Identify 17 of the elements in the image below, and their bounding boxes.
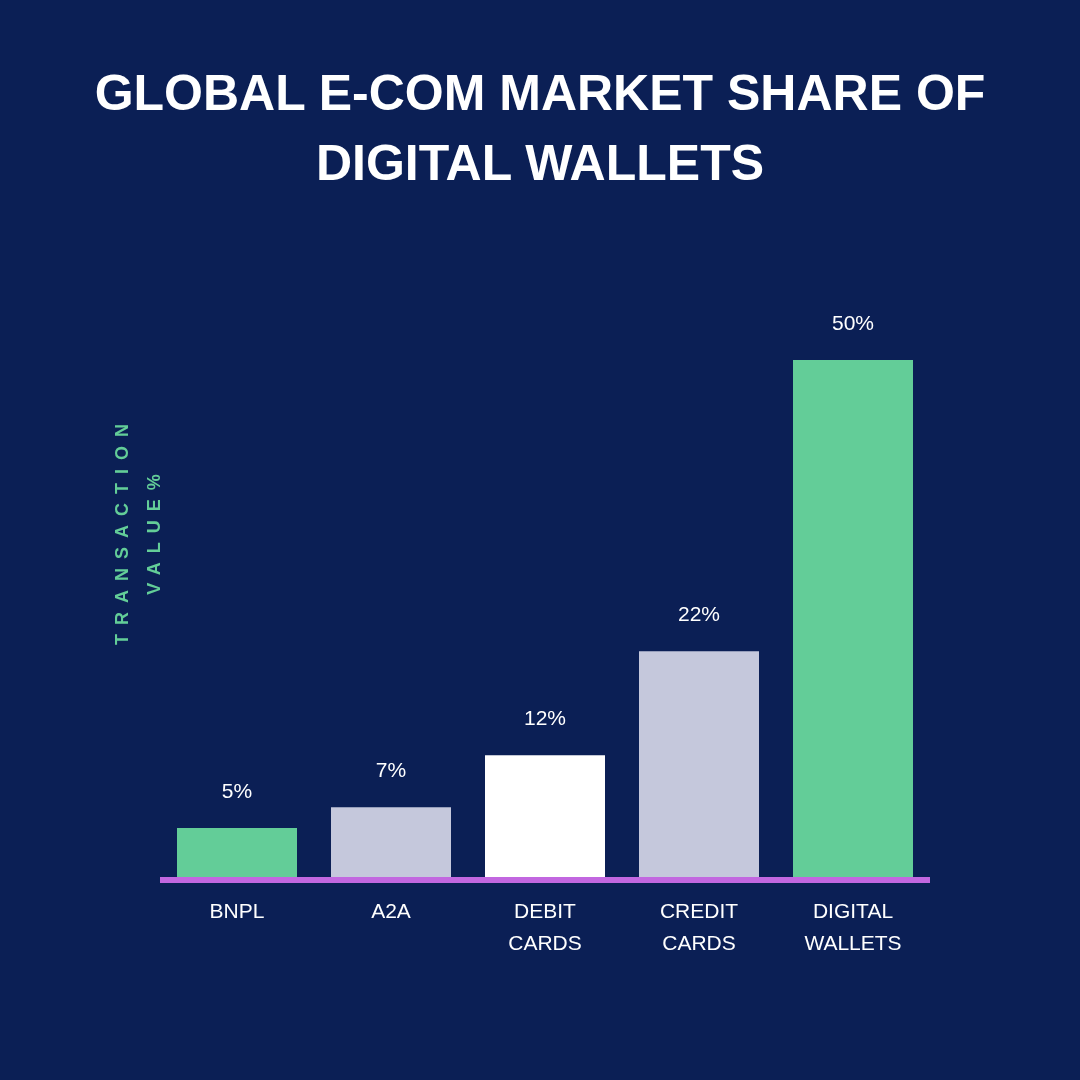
data-label: 5% xyxy=(221,779,253,802)
data-label: 12% xyxy=(523,706,567,730)
bar xyxy=(639,651,759,880)
data-label: 7% xyxy=(375,758,407,782)
chart-title: GLOBAL E-COM MARKET SHARE OF DIGITAL WALLETS xyxy=(93,64,987,193)
bar xyxy=(331,807,451,880)
bar xyxy=(177,828,297,880)
x-tick-label: A2A xyxy=(371,899,411,922)
y-axis-title: TRANSACTION VALUE% xyxy=(112,415,164,645)
data-label: 22% xyxy=(677,602,721,626)
x-tick-label: CREDIT CARDS xyxy=(659,899,739,954)
data-label: 50% xyxy=(831,311,875,334)
bar xyxy=(793,360,913,880)
x-tick-label: DIGITAL WALLETS xyxy=(804,899,902,954)
bar xyxy=(485,755,605,880)
x-tick-label: DEBIT CARDS xyxy=(508,899,582,954)
x-tick-label: BNPL xyxy=(209,899,265,922)
